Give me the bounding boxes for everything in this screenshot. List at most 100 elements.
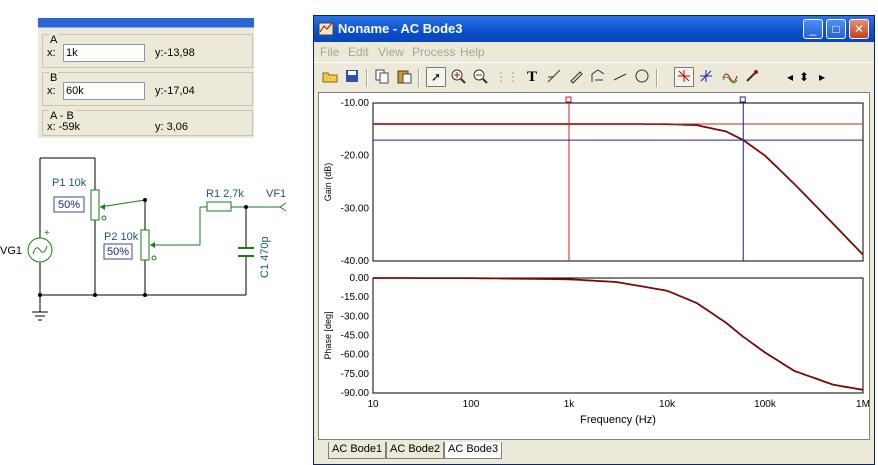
pen-icon[interactable] (566, 67, 586, 87)
open-icon[interactable] (320, 67, 340, 87)
cursor-a-y-readout: y:-13,98 (155, 47, 195, 59)
cursor-a-title: A (49, 34, 59, 46)
circuit-schematic: + VG1 P1 10k 50% P2 10k 50% R1 2,7k C1 4… (0, 157, 287, 321)
save-icon[interactable] (342, 67, 362, 87)
label-layer: -10.00 -20.00 -30.00 -40.00 0.00 -15.00 -30.00… (323, 98, 869, 426)
window-titlebar[interactable]: Noname - AC Bode3 _ □ ✕ (314, 16, 874, 42)
app-icon (318, 21, 334, 37)
cursor-panel: A x: 1k y:-13,98 B x: 60k y:-17,04 A - B… (38, 18, 254, 138)
gain-panel-frame (372, 102, 864, 262)
cursor-b-x-label: x: (47, 85, 56, 97)
x-tick-label: 1k (564, 399, 576, 410)
p1-setting-box[interactable] (53, 196, 85, 213)
menu-file[interactable]: File (320, 45, 340, 59)
cursor-a-x-input[interactable]: 1k (63, 44, 145, 62)
select-arrow-icon[interactable]: ➚ (426, 67, 446, 87)
cursor-diff-title: A - B (49, 110, 75, 122)
cursor-b-handle (739, 96, 746, 103)
phase-axis-title: Phase [deg] (323, 311, 333, 359)
line-tool-icon[interactable] (610, 67, 630, 87)
c1-label: C1 470p (259, 236, 271, 278)
grid-icon[interactable]: ⋮⋮ (495, 70, 519, 84)
cursor-diff-y: y: 3,06 (155, 121, 189, 133)
x-tick-label: 10 (367, 399, 379, 410)
close-button[interactable]: ✕ (849, 19, 869, 39)
cursor-b-x-input[interactable]: 60k (63, 82, 145, 100)
vf1-probe[interactable] (279, 202, 287, 212)
line-style-icon[interactable] (544, 67, 564, 87)
nav-updown-icon[interactable]: ⬍ (798, 70, 810, 84)
toolbar: ➚ ⋮⋮ T ◂ ⬍ ▸ (314, 62, 874, 91)
vg1-plus: + (44, 228, 50, 239)
bode-window: Noname - AC Bode3 _ □ ✕ File Edit View P… (313, 15, 875, 465)
phase-y-tick-label: -75.00 (341, 369, 370, 380)
cursor-b-title: B (49, 72, 59, 84)
ellipse-tool-icon[interactable] (632, 67, 652, 87)
bode-plot: -10.00 -20.00 -30.00 -40.00 0.00 -15.00 -30.00… (323, 96, 869, 426)
cursor-b-icon[interactable] (696, 67, 716, 87)
menu-bar: File Edit View Process Help (314, 42, 874, 62)
text-tool-icon[interactable]: T (526, 69, 537, 85)
tab-bar: AC Bode1 AC Bode2 AC Bode3 (318, 442, 870, 460)
x-tick-label: 10k (659, 399, 676, 410)
probe-icon[interactable] (742, 67, 762, 87)
minimize-button[interactable]: _ (803, 19, 823, 39)
zoom-out-icon[interactable] (470, 67, 490, 87)
tab-ac-bode2[interactable]: AC Bode2 (386, 442, 445, 459)
window-title: Noname - AC Bode3 (338, 21, 463, 36)
menu-edit[interactable]: Edit (348, 45, 369, 59)
axis-settings-icon[interactable] (588, 67, 608, 87)
zoom-in-icon[interactable] (448, 67, 468, 87)
menu-process[interactable]: Process (412, 45, 456, 59)
x-tick-label: 1M (856, 399, 869, 410)
p1-label: P1 10k (52, 177, 87, 189)
cursor-b-y-readout: y:-17,04 (155, 85, 195, 97)
phase-y-tick-label: -90.00 (341, 388, 370, 399)
phase-y-tick-label: -60.00 (341, 350, 370, 361)
menu-help[interactable]: Help (460, 45, 485, 59)
p1-setting: 50% (58, 199, 80, 211)
cursor-a-x-label: x: (47, 47, 56, 59)
trace-wave-icon[interactable] (720, 67, 740, 87)
axis-layer (372, 102, 864, 394)
p1-potentiometer[interactable] (90, 189, 100, 221)
phase-y-tick-label: -45.00 (341, 331, 370, 342)
r1-label: R1 2,7k (206, 188, 244, 200)
gain-y-tick-label: -10.00 (341, 98, 370, 109)
x-tick-label: 100 (463, 399, 480, 410)
p2-setting: 50% (107, 246, 129, 258)
tab-ac-bode1[interactable]: AC Bode1 (328, 442, 387, 459)
p2-label: P2 10k (104, 231, 139, 243)
gain-y-tick-label: -20.00 (341, 151, 370, 162)
phase-panel-frame (372, 277, 864, 394)
gain-axis-title: Gain (dB) (323, 163, 333, 202)
cursor-diff-x: x: -59k (47, 121, 81, 133)
vf1-label: VF1 (266, 188, 286, 200)
phase-y-tick-label: -15.00 (341, 292, 370, 303)
p2-setting-box[interactable] (103, 243, 133, 260)
vg1-label: VG1 (0, 245, 22, 257)
menu-view[interactable]: View (378, 45, 404, 59)
x-tick-label: 100k (754, 399, 777, 410)
gain-y-tick-label: -40.00 (341, 256, 370, 267)
cursor-layer[interactable] (373, 96, 863, 261)
maximize-button[interactable]: □ (826, 19, 846, 39)
gain-y-tick-label: -30.00 (341, 203, 370, 214)
cursor-a-group: A x: 1k y:-13,98 (42, 34, 253, 68)
tab-ac-bode3[interactable]: AC Bode3 (444, 442, 503, 459)
r1-resistor[interactable] (206, 201, 232, 212)
phase-y-tick-label: 0.00 (350, 273, 370, 284)
cursor-b-group: B x: 60k y:-17,04 (42, 72, 253, 106)
nav-right-icon[interactable]: ▸ (818, 70, 826, 84)
wire-p1-wiper (99, 199, 146, 208)
paste-icon[interactable] (394, 67, 414, 87)
p2-potentiometer[interactable] (140, 229, 150, 261)
cursor-a-icon[interactable] (674, 67, 694, 87)
bode-plot-area[interactable]: -10.00 -20.00 -30.00 -40.00 0.00 -15.00 -30.00… (318, 92, 870, 440)
cursor-panel-titlebar[interactable] (38, 18, 254, 28)
cursor-a-handle (565, 96, 572, 103)
nav-left-icon[interactable]: ◂ (786, 70, 794, 84)
x-axis-title: Frequency (Hz) (580, 414, 656, 426)
phase-trace (373, 277, 864, 391)
copy-icon[interactable] (372, 67, 392, 87)
